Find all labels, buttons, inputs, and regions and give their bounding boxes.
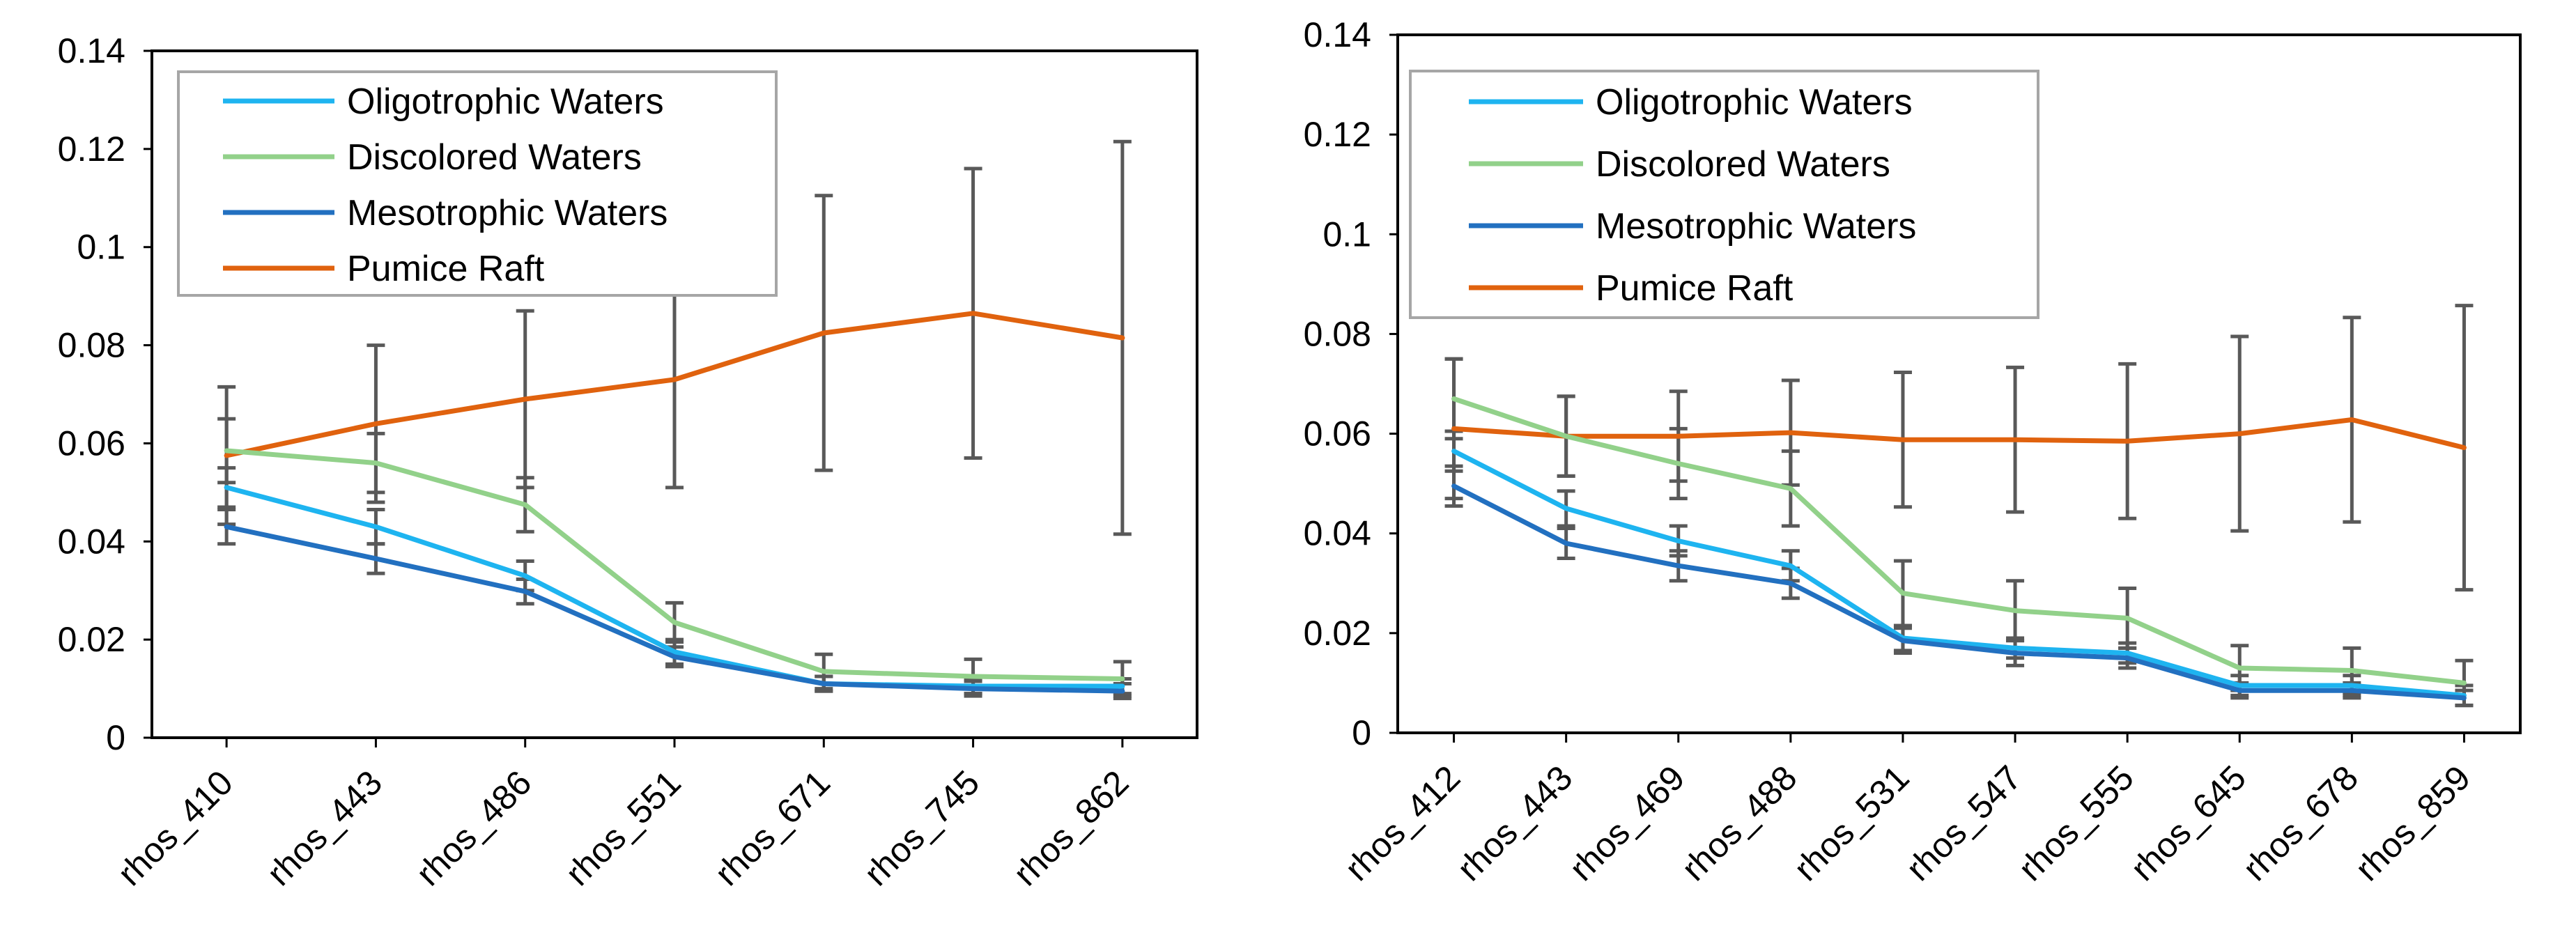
x-tick-label: rhos_745 (856, 763, 987, 893)
series-line-discolored-waters (224, 448, 1125, 681)
x-tick-label: rhos_678 (2235, 758, 2366, 888)
y-tick-label: 0.08 (58, 326, 125, 365)
y-tick-label: 0 (1352, 713, 1371, 752)
legend-label: Discolored Waters (347, 137, 642, 178)
y-tick-label: 0.06 (1304, 414, 1371, 453)
x-tick-label: rhos_488 (1674, 758, 1805, 888)
y-tick-label: 0.08 (1304, 314, 1371, 353)
legend-box (1409, 70, 2039, 319)
legend-label: Mesotrophic Waters (1596, 206, 1916, 247)
series-line-mesotrophic-waters (224, 524, 1125, 694)
legend-label: Discolored Waters (1596, 144, 1890, 185)
series-line-oligotrophic-waters (224, 485, 1125, 689)
legend-item: Mesotrophic Waters (223, 193, 668, 233)
y-tick-label: 0.02 (58, 620, 125, 659)
legend-item: Discolored Waters (1469, 144, 1890, 185)
series-line-pumice-raft (224, 311, 1125, 458)
y-tick-label: 0.04 (1304, 514, 1371, 553)
legend-item: Pumice Raft (223, 249, 545, 289)
y-tick-label: 0.1 (77, 228, 125, 267)
legend-label: Pumice Raft (347, 249, 545, 289)
plot-frame (1396, 33, 2522, 734)
y-tick-label: 0.06 (58, 424, 125, 463)
legend-item: Oligotrophic Waters (223, 82, 664, 122)
x-tick-label: rhos_555 (2011, 758, 2141, 888)
x-tick-label: rhos_412 (1337, 758, 1467, 888)
legend-label: Pumice Raft (1596, 268, 1794, 309)
y-tick-label: 0.1 (1322, 215, 1371, 254)
legend-label: Mesotrophic Waters (347, 193, 668, 233)
legend-label: Oligotrophic Waters (347, 82, 664, 122)
y-tick-label: 0.04 (58, 522, 125, 561)
x-tick-label: rhos_671 (707, 763, 838, 893)
legend-item: Mesotrophic Waters (1469, 206, 1916, 247)
series-line-discolored-waters (1451, 396, 2467, 685)
legend-item: Oligotrophic Waters (1469, 82, 1913, 123)
x-tick-label: rhos_551 (558, 763, 688, 893)
x-tick-label: rhos_547 (1899, 758, 2029, 888)
x-tick-label: rhos_859 (2347, 758, 2478, 888)
y-tick-label: 0.14 (58, 31, 125, 70)
series-line-oligotrophic-waters (1451, 449, 2467, 698)
x-tick-label: rhos_486 (408, 763, 539, 893)
chart-right: 00.020.040.060.080.10.120.14rhos_412rhos… (1304, 15, 2522, 888)
series-line-mesotrophic-waters (1451, 483, 2467, 701)
y-tick-label: 0.12 (1304, 115, 1371, 154)
x-tick-label: rhos_443 (259, 763, 390, 893)
x-tick-label: rhos_862 (1006, 763, 1136, 893)
legend-item: Pumice Raft (1469, 268, 1794, 309)
series-line-pumice-raft (1451, 417, 2467, 451)
y-tick-label: 0.14 (1304, 15, 1371, 54)
y-tick-label: 0.02 (1304, 614, 1371, 653)
x-tick-label: rhos_443 (1449, 758, 1580, 888)
x-tick-label: rhos_645 (2123, 758, 2253, 888)
legend-box (177, 70, 778, 297)
x-tick-label: rhos_531 (1787, 758, 1917, 888)
x-tick-label: rhos_410 (110, 763, 240, 893)
legend-label: Oligotrophic Waters (1596, 82, 1913, 123)
legend: Oligotrophic Waters Discolored Waters Meso… (1409, 70, 2039, 319)
legend: Oligotrophic Waters Discolored Waters Meso… (177, 70, 778, 297)
y-tick-label: 0.12 (58, 130, 125, 169)
legend-item: Discolored Waters (223, 137, 642, 178)
y-tick-label: 0 (106, 718, 125, 757)
x-tick-label: rhos_469 (1561, 758, 1692, 888)
